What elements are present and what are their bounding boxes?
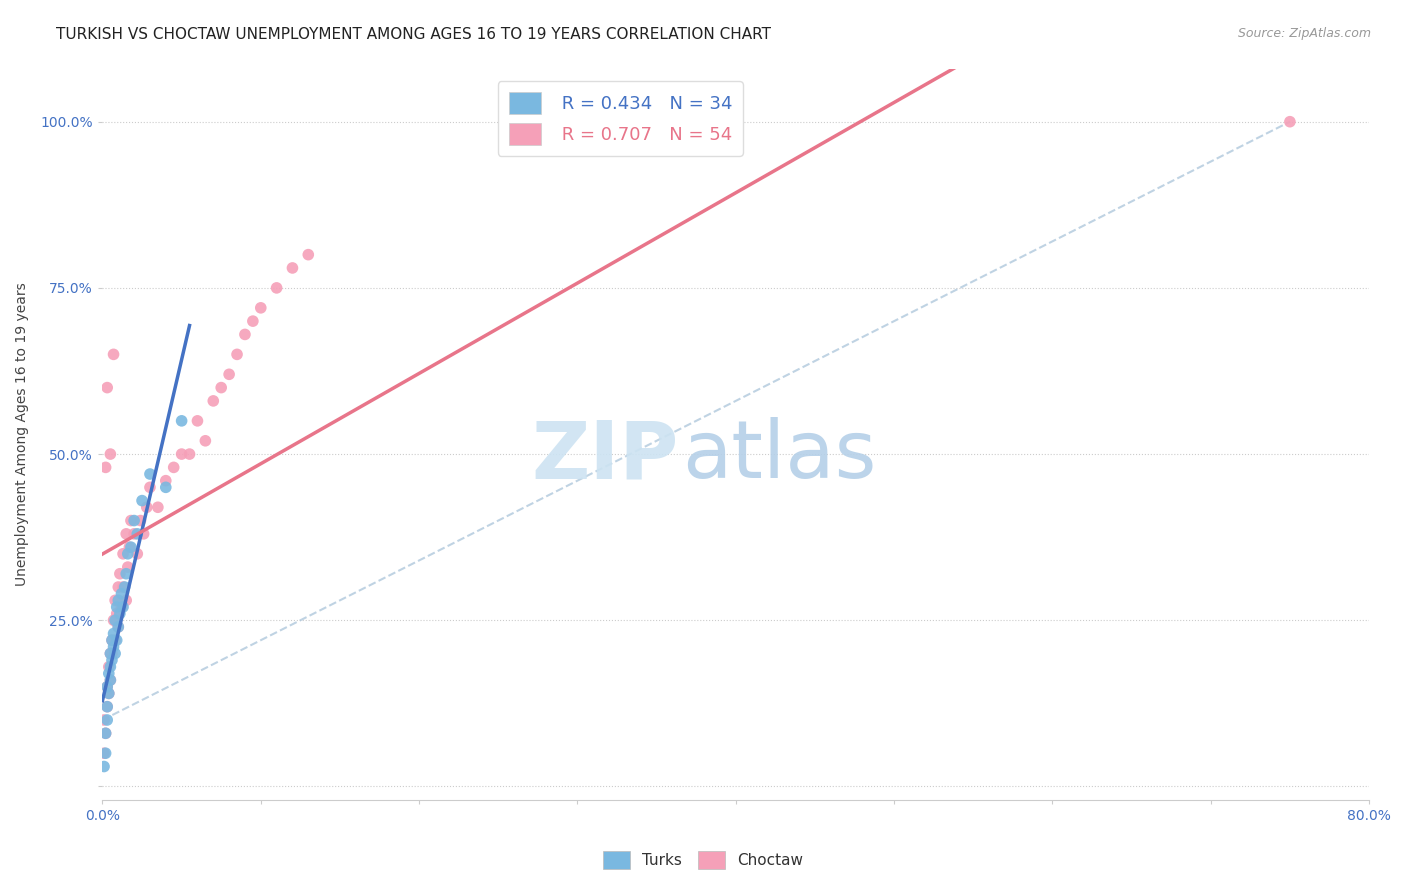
Point bbox=[146, 500, 169, 515]
Point bbox=[97, 686, 120, 700]
Point bbox=[100, 647, 122, 661]
Y-axis label: Unemployment Among Ages 16 to 19 years: Unemployment Among Ages 16 to 19 years bbox=[15, 282, 30, 586]
Point bbox=[112, 599, 135, 614]
Point bbox=[132, 526, 155, 541]
Point bbox=[94, 460, 117, 475]
Point bbox=[94, 726, 117, 740]
Point bbox=[281, 260, 304, 275]
Point bbox=[105, 599, 128, 614]
Point bbox=[107, 593, 129, 607]
Point bbox=[96, 680, 118, 694]
Point bbox=[100, 673, 122, 687]
Point bbox=[96, 713, 118, 727]
Point bbox=[107, 620, 129, 634]
Point bbox=[101, 633, 124, 648]
Point bbox=[155, 480, 177, 494]
Point bbox=[110, 587, 132, 601]
Point bbox=[107, 580, 129, 594]
Point bbox=[100, 647, 122, 661]
Point bbox=[101, 647, 124, 661]
Point bbox=[233, 327, 256, 342]
Point bbox=[104, 613, 127, 627]
Point bbox=[163, 460, 186, 475]
Point bbox=[1278, 114, 1301, 128]
Point bbox=[117, 547, 139, 561]
Point bbox=[103, 613, 125, 627]
Point bbox=[120, 514, 142, 528]
Point bbox=[110, 599, 132, 614]
Point bbox=[96, 699, 118, 714]
Point bbox=[115, 526, 138, 541]
Point bbox=[139, 480, 162, 494]
Point bbox=[170, 447, 193, 461]
Point bbox=[96, 680, 118, 694]
Legend: Turks, Choctaw: Turks, Choctaw bbox=[596, 845, 810, 875]
Point bbox=[114, 580, 136, 594]
Legend:  R = 0.434   N = 34,  R = 0.707   N = 54: R = 0.434 N = 34, R = 0.707 N = 54 bbox=[498, 81, 742, 156]
Point bbox=[118, 540, 141, 554]
Point bbox=[108, 607, 131, 621]
Point bbox=[94, 726, 117, 740]
Point bbox=[93, 746, 115, 760]
Point bbox=[108, 566, 131, 581]
Point bbox=[100, 673, 122, 687]
Point bbox=[226, 347, 249, 361]
Point bbox=[97, 666, 120, 681]
Point bbox=[122, 514, 145, 528]
Point bbox=[104, 647, 127, 661]
Point bbox=[101, 633, 124, 648]
Point bbox=[209, 381, 232, 395]
Point bbox=[186, 414, 208, 428]
Point bbox=[249, 301, 271, 315]
Text: TURKISH VS CHOCTAW UNEMPLOYMENT AMONG AGES 16 TO 19 YEARS CORRELATION CHART: TURKISH VS CHOCTAW UNEMPLOYMENT AMONG AG… bbox=[56, 27, 772, 42]
Point bbox=[202, 393, 225, 408]
Point bbox=[96, 381, 118, 395]
Point bbox=[112, 580, 135, 594]
Point bbox=[100, 660, 122, 674]
Point bbox=[266, 281, 288, 295]
Point bbox=[104, 633, 127, 648]
Point bbox=[127, 547, 149, 561]
Point bbox=[218, 368, 240, 382]
Point bbox=[685, 114, 707, 128]
Point bbox=[103, 347, 125, 361]
Point bbox=[129, 514, 152, 528]
Text: ZIP: ZIP bbox=[531, 417, 679, 495]
Point bbox=[115, 566, 138, 581]
Point bbox=[97, 686, 120, 700]
Point bbox=[103, 640, 125, 654]
Text: Source: ZipAtlas.com: Source: ZipAtlas.com bbox=[1237, 27, 1371, 40]
Point bbox=[93, 759, 115, 773]
Point bbox=[112, 547, 135, 561]
Point bbox=[194, 434, 217, 448]
Point bbox=[170, 414, 193, 428]
Point bbox=[117, 560, 139, 574]
Point bbox=[96, 699, 118, 714]
Point bbox=[297, 247, 319, 261]
Point bbox=[131, 493, 153, 508]
Point bbox=[93, 713, 115, 727]
Point bbox=[105, 633, 128, 648]
Point bbox=[120, 540, 142, 554]
Point bbox=[242, 314, 264, 328]
Point bbox=[155, 474, 177, 488]
Point bbox=[122, 526, 145, 541]
Point bbox=[107, 620, 129, 634]
Point bbox=[127, 526, 149, 541]
Point bbox=[100, 447, 122, 461]
Point bbox=[101, 653, 124, 667]
Point bbox=[103, 626, 125, 640]
Point bbox=[135, 500, 157, 515]
Point bbox=[105, 607, 128, 621]
Point bbox=[115, 593, 138, 607]
Point bbox=[94, 746, 117, 760]
Point bbox=[104, 593, 127, 607]
Point bbox=[97, 660, 120, 674]
Point bbox=[139, 467, 162, 481]
Text: atlas: atlas bbox=[682, 417, 877, 495]
Point bbox=[179, 447, 201, 461]
